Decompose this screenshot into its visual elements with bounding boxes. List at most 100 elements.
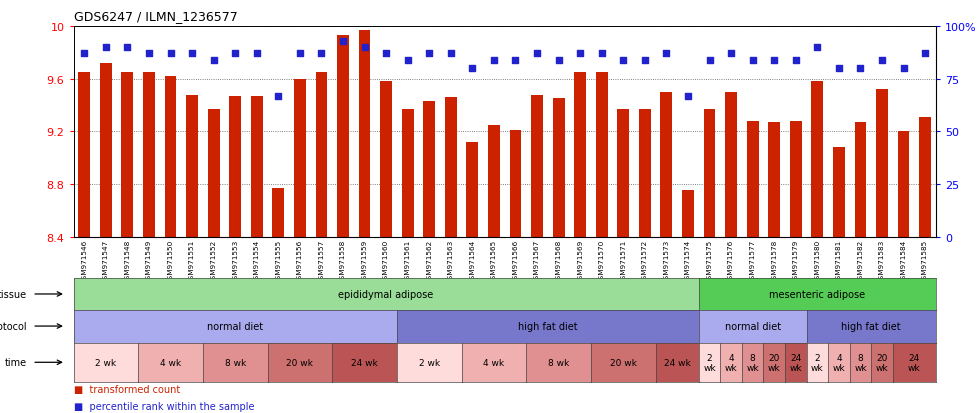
Point bbox=[680, 93, 696, 100]
Point bbox=[227, 51, 243, 57]
Bar bbox=[78, 73, 90, 237]
Text: 2 wk: 2 wk bbox=[95, 358, 117, 367]
Text: 2
wk: 2 wk bbox=[811, 353, 823, 372]
Bar bbox=[316, 73, 327, 237]
Bar bbox=[186, 95, 198, 237]
Point bbox=[400, 57, 416, 64]
Text: normal diet: normal diet bbox=[207, 321, 264, 331]
Bar bbox=[747, 122, 759, 237]
Point bbox=[357, 45, 372, 51]
Bar bbox=[855, 123, 866, 237]
Bar bbox=[898, 132, 909, 237]
Bar bbox=[251, 97, 263, 237]
Point bbox=[788, 57, 804, 64]
Bar bbox=[833, 148, 845, 237]
Point bbox=[615, 57, 631, 64]
Bar bbox=[574, 73, 586, 237]
Bar bbox=[725, 93, 737, 237]
Bar bbox=[682, 190, 694, 237]
Text: 24
wk: 24 wk bbox=[790, 353, 802, 372]
Point bbox=[896, 66, 911, 72]
Text: GDS6247 / ILMN_1236577: GDS6247 / ILMN_1236577 bbox=[74, 10, 237, 23]
Text: 24
wk: 24 wk bbox=[908, 353, 920, 372]
Text: epididymal adipose: epididymal adipose bbox=[338, 289, 434, 299]
Bar bbox=[359, 31, 370, 237]
Bar bbox=[488, 126, 500, 237]
Point bbox=[745, 57, 760, 64]
Point bbox=[637, 57, 653, 64]
Text: 20 wk: 20 wk bbox=[286, 358, 314, 367]
Point bbox=[486, 57, 502, 64]
Bar bbox=[122, 73, 133, 237]
Point bbox=[723, 51, 739, 57]
Bar bbox=[661, 93, 672, 237]
Text: ■  transformed count: ■ transformed count bbox=[74, 384, 179, 394]
Point bbox=[141, 51, 157, 57]
Point bbox=[853, 66, 868, 72]
Point bbox=[184, 51, 200, 57]
Bar bbox=[402, 110, 414, 237]
Point bbox=[378, 51, 394, 57]
Point bbox=[809, 45, 825, 51]
Point bbox=[443, 51, 459, 57]
Point bbox=[163, 51, 178, 57]
Text: high fat diet: high fat diet bbox=[842, 321, 901, 331]
Bar bbox=[811, 82, 823, 237]
Bar bbox=[229, 97, 241, 237]
Point bbox=[421, 51, 437, 57]
Bar bbox=[380, 82, 392, 237]
Bar bbox=[704, 110, 715, 237]
Point bbox=[270, 93, 286, 100]
Bar bbox=[531, 95, 543, 237]
Bar bbox=[466, 143, 478, 237]
Bar bbox=[553, 99, 564, 237]
Point bbox=[206, 57, 221, 64]
Bar bbox=[272, 189, 284, 237]
Text: protocol: protocol bbox=[0, 321, 27, 331]
Bar bbox=[510, 131, 521, 237]
Text: 20
wk: 20 wk bbox=[876, 353, 888, 372]
Bar bbox=[337, 36, 349, 237]
Text: tissue: tissue bbox=[0, 289, 27, 299]
Text: time: time bbox=[5, 357, 27, 368]
Bar bbox=[617, 110, 629, 237]
Point bbox=[120, 45, 135, 51]
Bar bbox=[445, 98, 457, 237]
Point bbox=[766, 57, 782, 64]
Point bbox=[508, 57, 523, 64]
Text: 24 wk: 24 wk bbox=[663, 358, 691, 367]
Point bbox=[98, 45, 114, 51]
Text: ■  percentile rank within the sample: ■ percentile rank within the sample bbox=[74, 401, 254, 411]
Text: 4 wk: 4 wk bbox=[160, 358, 181, 367]
Text: 4 wk: 4 wk bbox=[483, 358, 505, 367]
Point bbox=[335, 38, 351, 45]
Text: 8 wk: 8 wk bbox=[548, 358, 569, 367]
Bar bbox=[165, 77, 176, 237]
Bar bbox=[768, 123, 780, 237]
Text: 2 wk: 2 wk bbox=[418, 358, 440, 367]
Bar bbox=[876, 90, 888, 237]
Bar bbox=[790, 122, 802, 237]
Text: normal diet: normal diet bbox=[724, 321, 781, 331]
Point bbox=[572, 51, 588, 57]
Point bbox=[249, 51, 265, 57]
Point bbox=[551, 57, 566, 64]
Bar bbox=[639, 110, 651, 237]
Point bbox=[529, 51, 545, 57]
Bar bbox=[919, 118, 931, 237]
Text: 8 wk: 8 wk bbox=[224, 358, 246, 367]
Bar bbox=[596, 73, 608, 237]
Point bbox=[594, 51, 610, 57]
Text: 4
wk: 4 wk bbox=[833, 353, 845, 372]
Point bbox=[292, 51, 308, 57]
Text: 8
wk: 8 wk bbox=[855, 353, 866, 372]
Bar bbox=[208, 110, 220, 237]
Text: 8
wk: 8 wk bbox=[747, 353, 759, 372]
Point bbox=[917, 51, 933, 57]
Point bbox=[831, 66, 847, 72]
Point bbox=[659, 51, 674, 57]
Text: 20 wk: 20 wk bbox=[610, 358, 637, 367]
Point bbox=[874, 57, 890, 64]
Text: 4
wk: 4 wk bbox=[725, 353, 737, 372]
Bar bbox=[294, 80, 306, 237]
